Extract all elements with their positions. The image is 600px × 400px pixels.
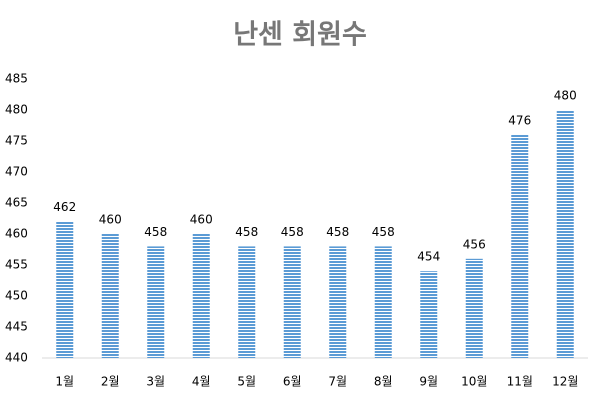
value-label: 480 [554,89,577,103]
x-tick-label: 1월 [55,375,74,389]
value-label: 460 [190,213,213,227]
x-tick-label: 5월 [237,375,256,389]
value-label: 476 [508,113,531,127]
x-tick-label: 11월 [507,375,533,389]
y-tick-label: 460 [5,227,28,241]
y-tick-label: 470 [5,165,28,179]
value-label: 462 [53,200,76,214]
y-tick-label: 455 [5,258,28,272]
value-label: 456 [463,237,486,251]
value-label: 458 [326,225,349,239]
bar [147,246,165,358]
bar [238,246,256,358]
x-tick-label: 10월 [461,375,487,389]
bar [420,271,438,358]
x-tick-label: 7월 [328,375,347,389]
x-tick-label: 9월 [419,375,438,389]
chart-title: 난센 회원수 [233,20,367,51]
bar [283,246,301,358]
value-label: 458 [235,225,258,239]
x-tick-label: 12월 [552,375,578,389]
bar [556,110,574,358]
x-tick-label: 4월 [192,375,211,389]
bar [192,234,210,358]
y-tick-label: 445 [5,320,28,334]
bar [56,221,74,358]
bar [101,234,119,358]
value-label: 458 [372,225,395,239]
value-label: 454 [417,250,440,264]
y-tick-label: 440 [5,351,28,365]
bar [329,246,347,358]
bar [511,134,529,358]
bar [465,258,483,358]
y-tick-label: 485 [5,72,28,86]
bar [374,246,392,358]
x-tick-label: 6월 [283,375,302,389]
value-label: 458 [281,225,304,239]
y-tick-label: 465 [5,196,28,210]
y-tick-label: 480 [5,103,28,117]
y-tick-label: 475 [5,134,28,148]
y-tick-label: 450 [5,289,28,303]
x-tick-label: 2월 [101,375,120,389]
x-tick-label: 8월 [374,375,393,389]
x-tick-label: 3월 [146,375,165,389]
value-label: 460 [99,213,122,227]
value-label: 458 [144,225,167,239]
